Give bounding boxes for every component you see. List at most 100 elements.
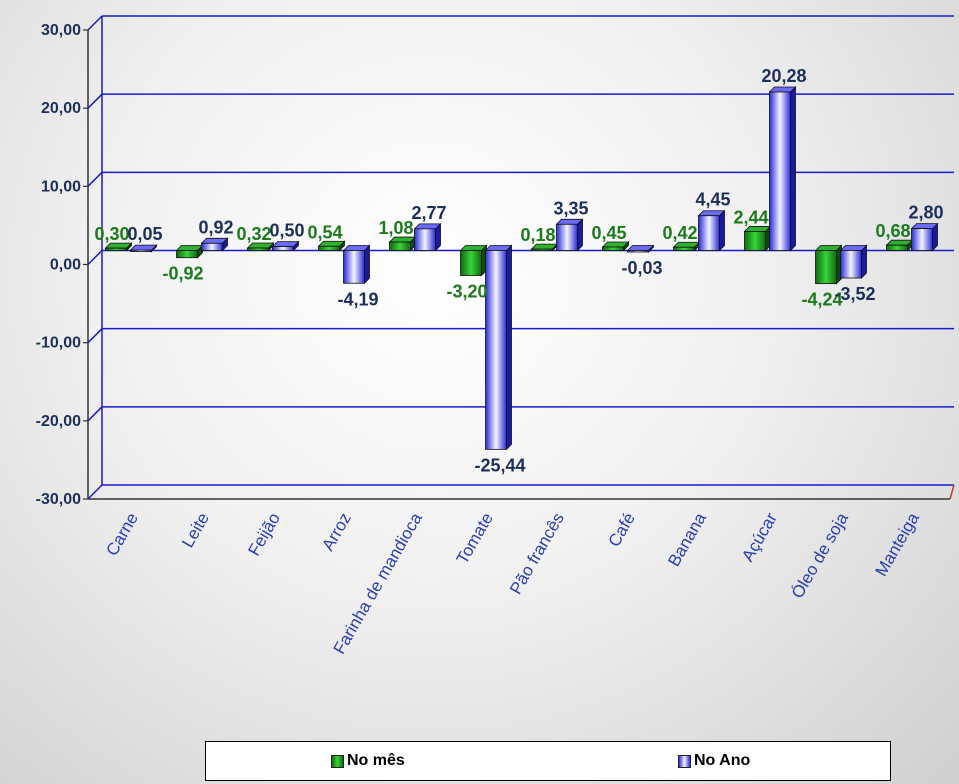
bar-mes [744, 231, 766, 251]
bar-ano-top [413, 223, 442, 230]
data-label-ano: 0,05 [127, 224, 162, 244]
bar-mes-top [459, 245, 488, 251]
x-tick-label: Arroz [318, 510, 355, 555]
legend-swatch-mes [331, 754, 344, 768]
data-label-ano: 0,92 [198, 217, 233, 237]
bar-ano [130, 249, 152, 253]
x-tick-label: Açúcar [738, 509, 781, 565]
bar-ano-top [200, 237, 229, 244]
bar-ano-top [342, 245, 371, 251]
bar-mes-top [814, 245, 843, 251]
bar-ano-top [555, 218, 584, 225]
bar-ano [414, 228, 436, 251]
x-tick-label: Óleo de soja [788, 509, 852, 602]
legend-swatch-ano [678, 754, 691, 768]
bar-ano-side [719, 209, 725, 252]
bar-ano-side [364, 244, 370, 285]
data-label-ano: 0,50 [269, 221, 304, 241]
bar-ano [485, 250, 507, 450]
y-tick-label: 20,00 [41, 100, 81, 117]
gridline-side [87, 328, 103, 344]
data-label-mes: 0,45 [591, 223, 626, 243]
data-label-ano: -4,19 [337, 289, 378, 309]
data-label-ano: 2,77 [411, 203, 446, 223]
bar-mes [460, 250, 482, 276]
bar-ano [556, 223, 578, 251]
bar-mes [176, 250, 198, 259]
data-label-ano: 4,45 [695, 190, 730, 210]
bar-ano-top [129, 244, 158, 251]
bar-ano-top [484, 245, 513, 251]
data-label-mes: -4,24 [801, 290, 842, 310]
x-tick-label: Feijão [244, 510, 284, 560]
bar-ano [272, 246, 294, 251]
data-label-mes: 2,44 [733, 207, 768, 227]
data-label-mes: 1,08 [378, 218, 413, 238]
gridline-side [87, 249, 103, 266]
gridline-side [87, 484, 103, 500]
gridline-side [87, 15, 103, 31]
x-tick-label: Carne [102, 510, 142, 560]
y-tick-label: -30,00 [36, 491, 81, 508]
data-label-ano: 2,80 [908, 203, 943, 223]
y-tick-label: 10,00 [41, 178, 81, 195]
bar-ano-side [506, 244, 512, 451]
bar-ano-side [861, 244, 867, 279]
bar-ano [698, 215, 720, 251]
bar-ano-top [271, 241, 300, 247]
bar-mes [602, 246, 624, 251]
y-tick-label: 0,00 [50, 257, 81, 274]
x-tick-label: Banana [664, 509, 710, 570]
x-tick-label: Pão francês [506, 510, 568, 598]
bar-ano-top [626, 245, 655, 251]
data-label-ano: -25,44 [474, 455, 525, 475]
data-label-ano: 20,28 [761, 66, 806, 86]
legend-item-ano: No Ano [678, 752, 750, 770]
data-label-ano: -0,03 [621, 258, 662, 278]
data-label-mes: 0,42 [662, 223, 697, 243]
gridline-side [87, 93, 103, 109]
y-tick-label: -10,00 [36, 335, 81, 352]
legend-label-mes: No mês [347, 752, 405, 769]
bar-ano-top [910, 223, 939, 230]
x-tick-label: Leite [178, 510, 213, 551]
bar-mes [247, 247, 269, 251]
y-tick-label: 30,00 [41, 22, 81, 39]
data-label-mes: -0,92 [162, 264, 203, 284]
legend-label-ano: No Ano [694, 752, 751, 769]
data-label-mes: 0,32 [236, 224, 271, 244]
data-label-ano: 3,35 [553, 198, 588, 218]
bar-mes [389, 241, 411, 251]
data-label-mes: -3,20 [446, 282, 487, 302]
bar-mes [815, 250, 837, 285]
legend: No mês No Ano [205, 741, 891, 781]
gridline-side [87, 406, 103, 422]
bar-ano [769, 91, 791, 251]
bar-mes [886, 244, 908, 251]
y-tick-label: -20,00 [36, 413, 81, 430]
bar-ano [840, 250, 862, 279]
data-label-mes: 0,54 [307, 222, 342, 242]
bar-ano-top [839, 245, 868, 251]
floor-corner [949, 484, 955, 500]
bar-mes [318, 245, 340, 251]
x-tick-label: Manteiga [872, 509, 924, 580]
x-tick-label: Tomate [453, 510, 497, 568]
bar-ano [201, 242, 223, 251]
bar-mes [531, 248, 553, 251]
bar-ano [627, 250, 649, 253]
gridline-side [87, 171, 103, 187]
data-label-ano: -3,52 [834, 284, 875, 304]
bar-mes [673, 246, 695, 251]
bar-ano-top [697, 210, 726, 217]
data-label-mes: 0,30 [94, 224, 129, 244]
bar-ano [911, 228, 933, 251]
bar-ano-side [790, 86, 796, 252]
legend-item-mes: No mês [331, 752, 405, 770]
bar-mes-top [175, 245, 204, 251]
data-label-mes: 0,18 [520, 225, 555, 245]
bar-ano-top [768, 86, 797, 93]
x-tick-label: Café [605, 510, 639, 551]
bar-ano [343, 250, 365, 284]
